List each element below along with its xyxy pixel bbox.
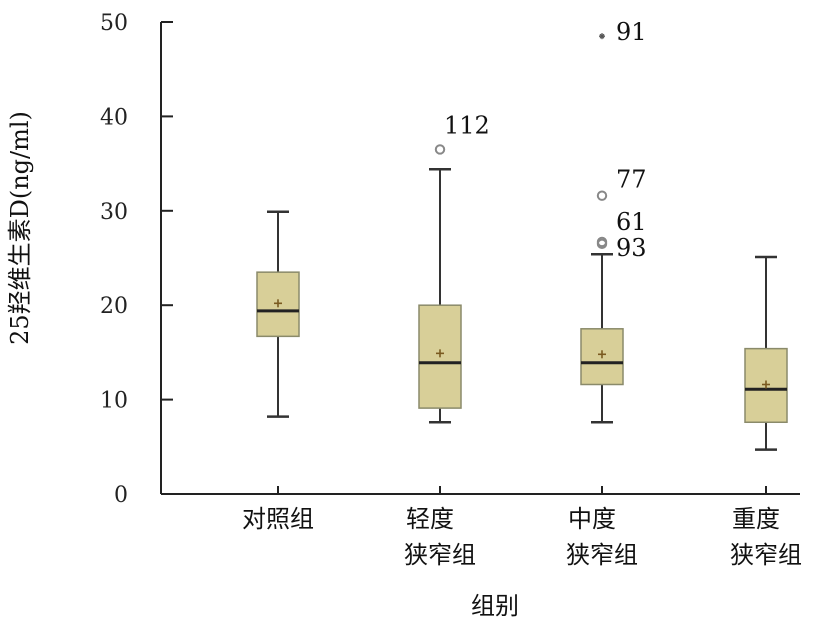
outlier-marker: [596, 238, 608, 250]
outlier-marker: [434, 144, 446, 155]
outlier-extreme-marker: [599, 33, 605, 40]
outlier-label: 93: [616, 234, 647, 262]
outlier-label: 91: [616, 18, 647, 46]
y-tick-label: 0: [114, 483, 128, 508]
outlier-label: 61: [616, 208, 647, 236]
outlier-label: 112: [444, 111, 490, 139]
category-label-line: 中度: [568, 505, 616, 533]
category-label-1: 对照组: [242, 505, 314, 533]
y-tick-label: 50: [100, 11, 128, 36]
category-label-line: 狭窄组: [730, 541, 802, 569]
x-axis-title: 组别: [471, 592, 519, 620]
y-tick-label: 20: [100, 294, 128, 319]
outlier-marker: [596, 190, 608, 201]
mean-marker: [436, 349, 444, 358]
category-label-line: 狭窄组: [566, 541, 638, 569]
category-label-line: 轻度: [406, 505, 454, 533]
category-label-line: 狭窄组: [404, 541, 476, 569]
box-4: [744, 255, 788, 451]
mean-marker: [274, 299, 282, 308]
outlier-label: 77: [616, 166, 647, 194]
y-tick-label: 10: [100, 389, 128, 414]
box-2: 112: [418, 111, 490, 424]
mean-marker: [598, 350, 606, 359]
box-1: [256, 210, 300, 418]
category-label-line: 对照组: [242, 505, 314, 533]
y-tick-label: 40: [100, 105, 128, 130]
y-axis-title: 25羟维生素D(ng/ml): [6, 111, 34, 345]
category-label-line: 重度: [732, 505, 780, 533]
y-tick-label: 30: [100, 200, 128, 225]
mean-marker: [762, 380, 770, 389]
axes: 0 10 20 30 40 50: [100, 11, 800, 508]
